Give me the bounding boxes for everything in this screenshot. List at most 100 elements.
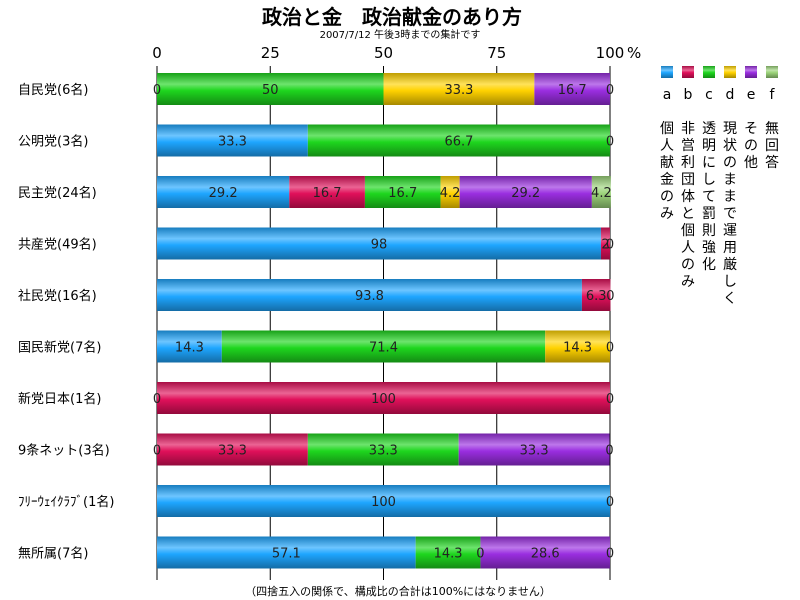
bar-segment <box>157 330 222 363</box>
legend-swatch <box>682 66 694 78</box>
data-label: 28.6 <box>531 547 560 562</box>
category-label: 無所属(7名) <box>18 546 88 562</box>
data-label: 16.7 <box>388 186 417 201</box>
data-label: 29.2 <box>209 186 238 201</box>
bar-segment <box>157 382 610 414</box>
data-label: 0 <box>606 547 614 562</box>
data-label: 33.3 <box>218 135 247 150</box>
legend-char: 答 <box>765 154 779 171</box>
data-label: 0 <box>153 392 161 407</box>
data-label: 4.2 <box>440 186 461 201</box>
legend-char: 回 <box>765 138 779 154</box>
bar-segment <box>383 73 535 105</box>
bar-segment <box>364 176 441 208</box>
bar-segment <box>157 433 308 466</box>
data-label: 33.3 <box>218 444 247 459</box>
legend-char: 営 <box>681 138 695 154</box>
x-tick-labels: 0 25 50 75 100 <box>152 44 624 62</box>
legend-char: 個 <box>660 121 674 137</box>
bar-segment <box>157 279 582 311</box>
legend-swatch <box>703 66 715 78</box>
legend-char: 人 <box>681 240 695 256</box>
data-label: 16.7 <box>313 186 342 201</box>
legend-char: e <box>747 87 756 103</box>
bar-segment <box>415 536 481 569</box>
data-label: 29.2 <box>511 186 540 201</box>
data-label: 66.7 <box>444 135 473 150</box>
data-label: 33.3 <box>444 83 473 98</box>
bar-segment <box>307 433 459 466</box>
category-label: 共産党(49名) <box>18 237 97 253</box>
legend-char: 現 <box>723 121 737 137</box>
data-label: 93.8 <box>355 289 384 304</box>
bars <box>157 73 611 569</box>
bar-segment <box>440 176 460 208</box>
data-label: 98 <box>371 238 388 253</box>
category-label: 9条ネット(3名) <box>18 443 110 459</box>
legend-char: 用 <box>723 240 737 256</box>
legend-char: み <box>660 206 674 222</box>
x-axis-unit: % <box>627 44 641 62</box>
legend-swatch <box>661 66 673 78</box>
data-label: 6.3 <box>586 289 607 304</box>
legend-char: そ <box>744 121 758 137</box>
legend-char: d <box>726 87 735 103</box>
data-label: 33.3 <box>520 444 549 459</box>
legend-swatch <box>745 66 757 78</box>
category-label: 新党日本(1名) <box>18 391 101 407</box>
legend-char: 透 <box>702 121 716 137</box>
legend-char: 個 <box>681 223 695 239</box>
data-label: 0 <box>606 83 614 98</box>
legend-swatch <box>766 66 778 78</box>
legend-char: の <box>681 257 695 273</box>
legend-char: f <box>770 87 776 103</box>
data-label: 2 <box>601 238 609 253</box>
data-label: 16.7 <box>558 83 587 98</box>
legend-char: 明 <box>702 138 716 154</box>
data-label: 0 <box>476 547 484 562</box>
legend-char: く <box>723 291 737 307</box>
legend-char: と <box>681 206 695 222</box>
category-label: 公明党(3名) <box>18 134 88 150</box>
data-label: 14.3 <box>175 341 204 356</box>
legend-char: 人 <box>660 138 674 154</box>
bar-segment <box>459 176 592 208</box>
data-label: 0 <box>606 238 614 253</box>
legend-char: 罰 <box>702 206 716 222</box>
legend-swatch <box>724 66 736 78</box>
bar-segment <box>289 176 365 208</box>
bar-segment <box>157 124 308 157</box>
bar-segment <box>157 485 610 517</box>
legend-char: 体 <box>681 189 695 205</box>
x-tick-label: 50 <box>374 44 393 62</box>
data-label: 33.3 <box>369 444 398 459</box>
data-label: 100 <box>371 392 396 407</box>
legend-char: し <box>723 274 737 290</box>
legend-char: 則 <box>702 223 716 239</box>
bar-segment <box>458 433 610 466</box>
legend-char: c <box>705 87 713 103</box>
legend-char: 団 <box>681 172 695 188</box>
bar-segment <box>157 176 290 208</box>
data-label: 0 <box>606 392 614 407</box>
category-labels: 自民党(6名) 公明党(3名) 民主党(24名) 共産党(49名) 社民党(16名) 国民… <box>18 82 114 562</box>
data-label: 0 <box>606 341 614 356</box>
bar-segment <box>600 227 610 260</box>
data-label: 0 <box>606 135 614 150</box>
data-label: 4.2 <box>591 186 612 201</box>
legend-char: し <box>702 172 716 188</box>
legend-char: 運 <box>723 223 737 239</box>
legend-char: て <box>702 189 716 205</box>
data-label: 0 <box>605 444 613 459</box>
legend-char: で <box>723 206 737 222</box>
bar-segment <box>480 536 610 569</box>
legend-char: 非 <box>681 121 695 137</box>
chart-title: 政治と金 政治献金のあり方 <box>262 5 522 29</box>
bar-segment <box>581 279 611 311</box>
legend-char: 状 <box>723 138 737 154</box>
legend-char: ま <box>723 172 737 188</box>
legend-char: の <box>660 189 674 205</box>
category-label: 民主党(24名) <box>18 185 97 201</box>
x-tick-label: 25 <box>261 44 280 62</box>
